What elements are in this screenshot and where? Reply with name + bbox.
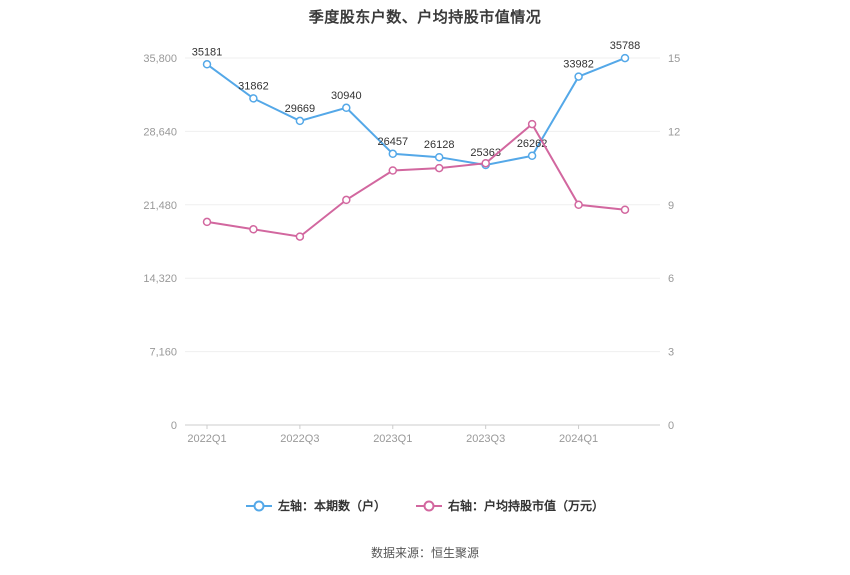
data-point-shareholder-count[interactable] (249, 94, 258, 103)
svg-text:12: 12 (668, 126, 680, 138)
data-point-avg-holding-value[interactable] (342, 195, 351, 205)
svg-text:31862: 31862 (238, 80, 269, 92)
data-point-shareholder-count[interactable] (295, 116, 305, 126)
svg-text:2023Q1: 2023Q1 (373, 433, 412, 445)
svg-text:0: 0 (171, 420, 177, 432)
legend-item-shareholder-count[interactable]: 左轴：本期数（户） (245, 497, 386, 514)
svg-text:21,480: 21,480 (143, 200, 177, 212)
legend-label-shareholder-count: 左轴：本期数（户） (277, 499, 386, 513)
data-source: 数据来源：恒生聚源 (370, 546, 479, 560)
svg-text:29669: 29669 (285, 103, 316, 115)
svg-text:3: 3 (668, 347, 674, 359)
svg-text:35,800: 35,800 (143, 53, 177, 65)
svg-text:30940: 30940 (331, 90, 362, 102)
series-line-avg-holding-value (206, 122, 626, 238)
svg-text:14,320: 14,320 (143, 273, 177, 285)
svg-text:26262: 26262 (517, 138, 548, 150)
data-point-shareholder-count[interactable] (342, 103, 351, 113)
data-point-avg-holding-value[interactable] (527, 119, 537, 129)
svg-text:26128: 26128 (424, 139, 455, 151)
svg-text:9: 9 (668, 200, 674, 212)
svg-text:26457: 26457 (377, 136, 408, 148)
svg-text:0: 0 (668, 420, 674, 432)
data-point-avg-holding-value[interactable] (202, 217, 212, 227)
svg-text:7,160: 7,160 (149, 347, 177, 359)
legend-item-avg-holding-value[interactable]: 右轴：户均持股市值（万元） (416, 497, 604, 514)
data-point-avg-holding-value[interactable] (295, 232, 305, 241)
svg-text:2022Q3: 2022Q3 (280, 433, 319, 445)
data-point-shareholder-count[interactable] (527, 151, 537, 161)
svg-text:2024Q1: 2024Q1 (559, 433, 598, 445)
svg-text:2022Q1: 2022Q1 (187, 433, 226, 445)
line-marker-icon (416, 500, 442, 512)
data-point-avg-holding-value[interactable] (620, 205, 630, 214)
line-chart-canvas: 0 7,160 14,320 21,480 28,640 35,800 0 3 6 9 12 15 20… (143, 40, 680, 445)
right-axis-labels: 0 3 6 9 12 15 (668, 53, 680, 432)
data-point-shareholder-count[interactable] (202, 60, 212, 69)
data-point-shareholder-count[interactable] (574, 72, 583, 81)
data-point-avg-holding-value[interactable] (434, 163, 444, 173)
chart-title: 季度股东户数、户均持股市值情况 (308, 9, 542, 26)
svg-text:15: 15 (668, 53, 680, 65)
data-point-avg-holding-value[interactable] (574, 200, 583, 210)
data-point-shareholder-count[interactable] (388, 149, 398, 159)
gridlines (185, 57, 660, 426)
left-axis-labels: 0 7,160 14,320 21,480 28,640 35,800 (143, 53, 177, 432)
svg-text:28,640: 28,640 (143, 126, 177, 138)
data-point-avg-holding-value[interactable] (481, 158, 490, 168)
data-point-avg-holding-value[interactable] (388, 166, 398, 175)
data-point-shareholder-count[interactable] (620, 53, 630, 63)
svg-text:35181: 35181 (192, 46, 223, 58)
legend-label-avg-holding-value: 右轴：户均持股市值（万元） (448, 499, 605, 513)
x-axis-labels: 2022Q1 2022Q3 2023Q1 2023Q3 2024Q1 (187, 425, 598, 445)
line-marker-icon (245, 500, 272, 512)
svg-text:35788: 35788 (610, 40, 641, 52)
svg-text:6: 6 (668, 273, 674, 285)
legend: 左轴：本期数（户） 右轴：户均持股市值（万元） (0, 497, 850, 514)
data-point-avg-holding-value[interactable] (249, 225, 258, 234)
svg-text:33982: 33982 (563, 59, 594, 71)
series-line-shareholder-count (206, 57, 626, 167)
svg-text:2023Q3: 2023Q3 (466, 433, 505, 445)
data-point-shareholder-count[interactable] (434, 152, 444, 162)
